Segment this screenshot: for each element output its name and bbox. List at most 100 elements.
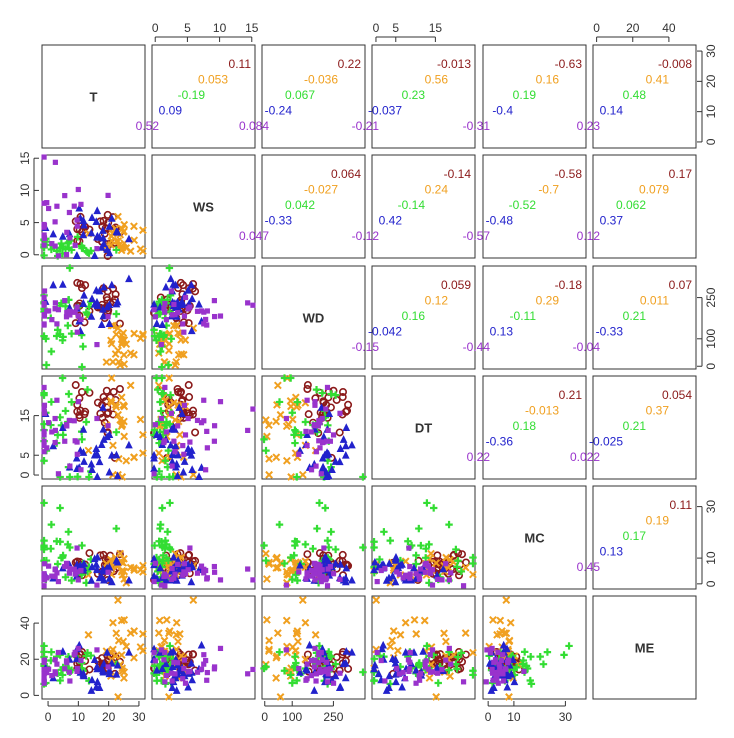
data-point [72,649,78,655]
data-point [175,423,181,429]
data-point [99,226,107,234]
panel-frame [371,595,476,700]
data-point [194,308,201,314]
data-point [311,664,318,670]
data-point [63,251,70,258]
data-point [315,660,321,666]
data-point [301,618,310,627]
tick-label: 0 [704,363,718,370]
data-point [105,574,114,582]
data-point [506,618,515,627]
data-point [59,551,67,560]
data-point [67,565,73,572]
data-point [52,243,58,249]
data-point [162,438,168,444]
data-point [433,551,442,560]
data-point [264,647,273,656]
tick-label: 15 [18,151,32,165]
data-point [312,385,321,394]
data-point [105,664,111,670]
data-point [425,666,431,672]
data-point [427,652,433,658]
data-point [245,427,251,434]
data-point [158,582,164,588]
data-point [120,674,128,682]
data-point [47,520,56,529]
data-point [130,453,139,462]
data-point [72,453,81,462]
data-point [103,245,112,253]
data-point [156,524,164,533]
data-point [317,575,323,581]
data-point [461,563,470,572]
data-point [292,571,300,579]
panel-frame [261,375,366,480]
data-point [412,551,420,560]
data-point [54,397,60,403]
data-point [175,403,184,411]
data-point [406,545,412,551]
data-point [80,457,88,465]
data-point [67,235,73,241]
tick-label: 250 [704,287,718,307]
correlation-label: 0.17 [669,167,693,181]
data-point [172,459,181,468]
data-point [63,314,70,320]
data-point [324,679,331,685]
data-point [312,657,318,663]
data-point [41,313,48,319]
panel-WD-WD: WD [261,265,366,370]
data-point [82,308,90,317]
data-point [185,415,191,422]
data-point [125,647,133,656]
data-point [152,665,161,674]
data-point [319,398,328,407]
data-point [52,332,61,340]
data-point [71,203,77,209]
data-point [49,229,58,238]
data-point [72,571,78,577]
data-point [273,381,282,390]
panel-T-DT: -0.013 0.560.23-0.037-0.21 [352,44,476,149]
correlation-label: -0.31 [463,119,491,133]
correlation-label: 0.084 [239,119,269,133]
correlation-label: 0.37 [600,214,624,228]
data-point [166,274,175,283]
data-point [79,448,88,456]
data-point [112,310,121,318]
data-point [125,575,133,584]
correlation-label: -0.027 [304,183,338,197]
data-point [102,386,111,395]
data-point [155,298,163,306]
data-point [520,648,529,656]
data-point [44,308,50,314]
tick-label: 10 [704,105,718,119]
data-point [415,659,424,667]
tick-label: 0 [485,710,492,724]
data-point [54,661,60,667]
data-point [105,665,114,674]
data-point [385,559,394,567]
data-point [52,415,58,422]
data-point [453,563,461,571]
data-point [304,661,310,667]
data-point [177,335,185,344]
data-point [288,679,296,687]
data-point [374,649,380,656]
tick-label: 0 [18,471,32,478]
data-point [113,471,122,480]
data-point [151,649,157,656]
data-point [317,669,323,675]
data-point [536,652,544,661]
data-point [92,444,101,453]
data-point [312,577,318,583]
data-point [151,578,157,585]
data-point [93,472,102,481]
data-point [59,242,67,251]
data-point [41,432,47,438]
data-point [211,563,217,570]
data-point [203,467,209,473]
data-point [182,294,189,301]
data-point [445,520,453,529]
